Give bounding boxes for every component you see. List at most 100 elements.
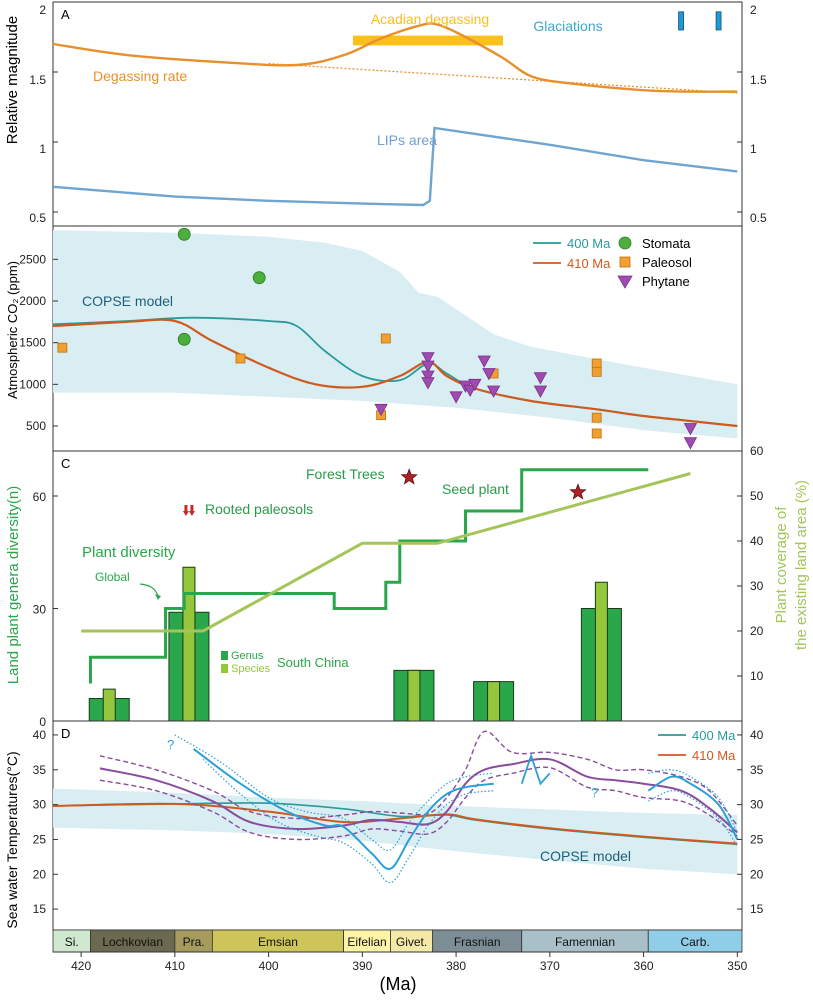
phytane-point xyxy=(533,385,548,398)
species-bar xyxy=(102,688,116,722)
a-ytick-right-label: 1 xyxy=(750,142,757,156)
a-ytick-right-label: 0.5 xyxy=(750,211,767,225)
stage-label: Emsian xyxy=(258,935,298,949)
phytane-point xyxy=(477,355,491,368)
legend-species-swatch xyxy=(221,664,228,673)
panel-b: B COPSE model 400 Ma 410 Ma Stomata Pale… xyxy=(5,225,743,452)
paleosol-point xyxy=(591,366,602,377)
rooted-arrow-head xyxy=(182,511,189,516)
panel-d: D COPSE model ? ? 400 Ma 410 Ma Sea wate… xyxy=(4,720,764,931)
c-ytick-label: 30 xyxy=(33,603,47,617)
south-china-label: South China xyxy=(277,655,349,670)
x-tick-label: 380 xyxy=(446,959,466,973)
lips-area-line xyxy=(52,126,738,207)
rooted-arrow-shaft xyxy=(184,505,188,511)
x-tick-label: 410 xyxy=(165,959,185,973)
panel-a-ylabel: Relative magnitude xyxy=(4,16,21,144)
b-ytick-label: 2500 xyxy=(19,252,46,266)
a-ytick-label: 1.5 xyxy=(29,73,46,87)
degassing-rate-line xyxy=(52,22,738,93)
a-ytick-right-label: 2 xyxy=(750,3,757,17)
glaciation-marker xyxy=(678,11,684,31)
stage-strip: Si. Lochkovian Pra. Emsian Eifelian Givet. Fra… xyxy=(52,929,743,953)
panel-c-letter: C xyxy=(61,456,70,471)
seed-plant-star xyxy=(569,483,587,500)
phytane-point xyxy=(374,403,388,417)
global-diversity-line xyxy=(89,468,649,684)
phytane-point xyxy=(421,360,435,373)
species-bar xyxy=(407,669,421,722)
phytane-point xyxy=(468,378,482,392)
d-ytick-label: 15 xyxy=(33,902,47,916)
x-tick-label: 350 xyxy=(727,959,747,973)
species-bar xyxy=(594,581,608,722)
x-axis: 420 410 400 390 380 370 360 350 xyxy=(53,951,748,973)
stage-label: Si. xyxy=(65,935,79,949)
c-ytick-right-label: 20 xyxy=(750,624,764,638)
copse-uncertainty-band-b xyxy=(53,230,738,439)
d-ytick-right-label: 25 xyxy=(750,832,764,846)
panel-a: A Acadian degassing Glaciations Degassin… xyxy=(4,1,767,227)
d-ytick-right-label: 20 xyxy=(750,867,764,881)
paleosol-point xyxy=(380,333,391,344)
c-ytick-right-label: 60 xyxy=(750,444,764,458)
panel-c-ylabel: Land plant genera diversity(n) xyxy=(5,486,22,684)
paleosol-point xyxy=(235,353,246,364)
paleosol-point xyxy=(57,342,68,353)
panel-c-ylabel-right-1: Plant coverage of xyxy=(773,506,790,624)
a-ytick-label: 2 xyxy=(39,3,46,17)
glaciation-marker xyxy=(715,11,722,31)
legend-paleosol-marker xyxy=(619,256,631,268)
forest-trees-label: Forest Trees xyxy=(306,466,385,482)
legend-410ma-label: 410 Ma xyxy=(567,256,611,271)
d-ytick-right-label: 40 xyxy=(750,728,764,742)
blue-lower-bound xyxy=(202,758,494,884)
legend-phytane-label: Phytane xyxy=(642,274,690,289)
panel-b-legend: 400 Ma 410 Ma Stomata Paleosol Phytane xyxy=(533,236,692,289)
panel-d-legend: 400 Ma 410 Ma xyxy=(658,728,736,763)
legend-genus-swatch xyxy=(221,651,228,660)
purple-temperature-line xyxy=(99,757,738,834)
panel-c-ylabel-right-2: the existing land area (%) xyxy=(793,480,810,650)
phytane-point xyxy=(421,370,435,383)
d-ytick-label: 40 xyxy=(33,728,47,742)
glaciations-label: Glaciations xyxy=(533,18,602,34)
d-ytick-right-label: 15 xyxy=(750,902,764,916)
d-ytick-label: 30 xyxy=(33,798,47,812)
phytane-point xyxy=(482,368,496,381)
stomata-point xyxy=(252,271,266,285)
c-ytick-right-label: 50 xyxy=(750,489,764,503)
blue-temperature-line xyxy=(193,748,494,870)
global-arrow-line xyxy=(139,583,159,597)
b-ytick-label: 1500 xyxy=(19,336,46,350)
phytane-point xyxy=(683,423,698,436)
plant-coverage-line xyxy=(81,472,691,633)
question-mark-left: ? xyxy=(167,737,174,752)
rooted-paleosols-label: Rooted paleosols xyxy=(205,501,313,517)
x-tick-label: 400 xyxy=(259,959,279,973)
d-ytick-right-label: 35 xyxy=(750,763,764,777)
acadian-degassing-bar xyxy=(352,35,503,46)
copse-model-label-b: COPSE model xyxy=(82,293,173,309)
legend-stomata-label: Stomata xyxy=(642,236,691,251)
rooted-arrow-head xyxy=(188,511,195,516)
paleosol-point xyxy=(591,358,602,369)
panel-b-ylabel: Atmospheric CO₂ (ppm) xyxy=(5,261,20,399)
lips-area-label: LIPs area xyxy=(377,132,437,148)
stage-label: Pra. xyxy=(183,935,205,949)
panel-a-letter: A xyxy=(61,7,70,22)
panel-b-yticks: 2500 2000 1500 1000 500 xyxy=(19,252,58,433)
purple-upper-bound xyxy=(99,730,738,826)
question-mark-right: ? xyxy=(591,785,598,800)
plant-diversity-label: Plant diversity xyxy=(82,544,176,561)
c-ytick-label: 0 xyxy=(39,715,46,729)
d-ytick-label: 20 xyxy=(33,867,47,881)
forest-trees-star xyxy=(400,468,418,485)
stage-label: Frasnian xyxy=(454,935,501,949)
blue-late-lower-bound xyxy=(648,790,738,847)
panel-c-yticks: 60 30 0 60 50 40 30 20 10 xyxy=(33,444,764,729)
legend-400ma-label-d: 400 Ma xyxy=(692,728,736,743)
global-arrow-head xyxy=(155,594,161,600)
panel-d-ylabel: Sea water Temperatures(°C) xyxy=(4,751,20,928)
